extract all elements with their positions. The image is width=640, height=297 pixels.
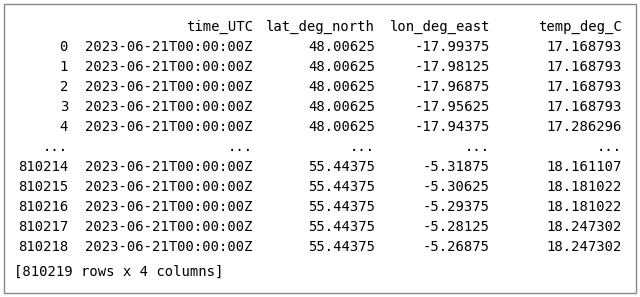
Text: -5.30625: -5.30625: [423, 180, 490, 194]
Text: 55.44375: 55.44375: [308, 180, 375, 194]
Text: 4: 4: [60, 120, 68, 134]
Text: 48.00625: 48.00625: [308, 60, 375, 74]
Text: -17.99375: -17.99375: [415, 40, 490, 54]
Text: lat_deg_north: lat_deg_north: [266, 20, 375, 34]
Text: -5.31875: -5.31875: [423, 160, 490, 174]
Text: 2023-06-21T00:00:00Z: 2023-06-21T00:00:00Z: [86, 120, 253, 134]
Text: 2023-06-21T00:00:00Z: 2023-06-21T00:00:00Z: [86, 100, 253, 114]
Text: 810215: 810215: [18, 180, 68, 194]
Text: 2023-06-21T00:00:00Z: 2023-06-21T00:00:00Z: [86, 220, 253, 234]
Text: 17.168793: 17.168793: [547, 80, 622, 94]
Text: temp_deg_C: temp_deg_C: [538, 20, 622, 34]
Text: 0: 0: [60, 40, 68, 54]
Text: 17.168793: 17.168793: [547, 100, 622, 114]
Text: 48.00625: 48.00625: [308, 120, 375, 134]
Text: 55.44375: 55.44375: [308, 220, 375, 234]
Text: time_UTC: time_UTC: [186, 20, 253, 34]
Text: 2023-06-21T00:00:00Z: 2023-06-21T00:00:00Z: [86, 240, 253, 254]
Text: 18.161107: 18.161107: [547, 160, 622, 174]
Text: 55.44375: 55.44375: [308, 200, 375, 214]
Text: ...: ...: [597, 140, 622, 154]
Text: -5.29375: -5.29375: [423, 200, 490, 214]
Text: -5.28125: -5.28125: [423, 220, 490, 234]
Text: 18.247302: 18.247302: [547, 220, 622, 234]
Text: 810214: 810214: [18, 160, 68, 174]
Text: 55.44375: 55.44375: [308, 160, 375, 174]
Text: 18.181022: 18.181022: [547, 200, 622, 214]
Text: 810217: 810217: [18, 220, 68, 234]
Text: 2023-06-21T00:00:00Z: 2023-06-21T00:00:00Z: [86, 200, 253, 214]
Text: ...: ...: [228, 140, 253, 154]
Text: -17.94375: -17.94375: [415, 120, 490, 134]
Text: 2023-06-21T00:00:00Z: 2023-06-21T00:00:00Z: [86, 40, 253, 54]
Text: ...: ...: [350, 140, 375, 154]
Text: 2: 2: [60, 80, 68, 94]
Text: 55.44375: 55.44375: [308, 240, 375, 254]
Text: 48.00625: 48.00625: [308, 40, 375, 54]
Text: ...: ...: [43, 140, 68, 154]
Text: 48.00625: 48.00625: [308, 100, 375, 114]
Text: 18.247302: 18.247302: [547, 240, 622, 254]
Text: 2023-06-21T00:00:00Z: 2023-06-21T00:00:00Z: [86, 60, 253, 74]
Text: 1: 1: [60, 60, 68, 74]
Text: [810219 rows x 4 columns]: [810219 rows x 4 columns]: [14, 265, 223, 279]
Text: 810218: 810218: [18, 240, 68, 254]
Text: 48.00625: 48.00625: [308, 80, 375, 94]
Text: 2023-06-21T00:00:00Z: 2023-06-21T00:00:00Z: [86, 160, 253, 174]
Text: -17.98125: -17.98125: [415, 60, 490, 74]
Text: 2023-06-21T00:00:00Z: 2023-06-21T00:00:00Z: [86, 180, 253, 194]
Text: 810216: 810216: [18, 200, 68, 214]
Text: -17.95625: -17.95625: [415, 100, 490, 114]
Text: ...: ...: [465, 140, 490, 154]
Text: 17.286296: 17.286296: [547, 120, 622, 134]
Text: 2023-06-21T00:00:00Z: 2023-06-21T00:00:00Z: [86, 80, 253, 94]
Text: 17.168793: 17.168793: [547, 40, 622, 54]
Text: 3: 3: [60, 100, 68, 114]
Text: 17.168793: 17.168793: [547, 60, 622, 74]
Text: -5.26875: -5.26875: [423, 240, 490, 254]
Text: lon_deg_east: lon_deg_east: [390, 20, 490, 34]
Text: 18.181022: 18.181022: [547, 180, 622, 194]
Text: -17.96875: -17.96875: [415, 80, 490, 94]
